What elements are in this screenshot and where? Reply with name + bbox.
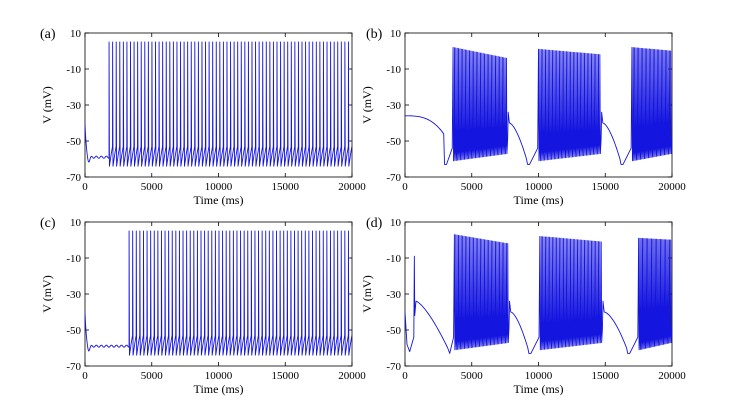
y-axis-label: V (mV) xyxy=(40,86,54,123)
x-tick-label: 15000 xyxy=(272,370,300,382)
y-tick-label: -50 xyxy=(66,136,81,148)
panel-a: 0 5000 10000 15000 20000 10 -10 -30 -50 -70 Time (… xyxy=(40,27,366,207)
y-tick-label: -50 xyxy=(386,325,401,337)
y-tick-label: -10 xyxy=(66,64,81,76)
panel-c: 0 5000 10000 15000 20000 10 -10 -30 -50 -70 Time (… xyxy=(40,216,366,396)
panel-label: (c) xyxy=(40,216,56,231)
plot-frame xyxy=(404,221,673,367)
y-tick-label: -50 xyxy=(386,136,401,148)
y-tick-label: -30 xyxy=(66,100,81,112)
x-tick-label: 20000 xyxy=(658,370,686,382)
x-axis-label: Time (ms) xyxy=(514,382,564,396)
y-tick-label: 10 xyxy=(70,28,82,40)
x-tick-label: 20000 xyxy=(658,181,686,193)
x-tick-label: 15000 xyxy=(272,181,300,193)
x-axis-label: Time (ms) xyxy=(194,193,244,207)
panel-label: (b) xyxy=(366,27,383,42)
x-tick-label: 0 xyxy=(402,181,408,193)
voltage-trace xyxy=(85,230,352,356)
x-tick-label: 15000 xyxy=(592,181,620,193)
y-tick-label: -70 xyxy=(66,172,81,184)
x-tick-label: 10000 xyxy=(205,181,233,193)
y-tick-label: -30 xyxy=(386,100,401,112)
y-tick-label: -70 xyxy=(386,172,401,184)
y-tick-label: -10 xyxy=(66,253,81,265)
panel-d: 0 5000 10000 15000 20000 10 -10 -30 -50 -70 Time (… xyxy=(360,216,686,396)
x-tick-label: 5000 xyxy=(141,181,164,193)
y-tick-label: -30 xyxy=(386,289,401,301)
y-tick-label: 10 xyxy=(390,28,402,40)
y-axis-label: V (mV) xyxy=(40,275,54,312)
y-axis-label: V (mV) xyxy=(360,275,374,312)
y-tick-label: -30 xyxy=(66,289,81,301)
panel-label: (d) xyxy=(366,216,383,231)
x-tick-label: 5000 xyxy=(461,181,484,193)
x-tick-label: 5000 xyxy=(141,370,164,382)
x-tick-label: 0 xyxy=(402,370,408,382)
x-tick-label: 15000 xyxy=(592,370,620,382)
voltage-trace xyxy=(405,234,672,354)
y-tick-label: 10 xyxy=(390,217,402,229)
x-tick-label: 0 xyxy=(82,370,88,382)
panel-label: (a) xyxy=(40,27,56,42)
x-tick-label: 10000 xyxy=(525,370,553,382)
y-axis-label: V (mV) xyxy=(360,86,374,123)
y-tick-label: -70 xyxy=(386,361,401,373)
y-tick-label: -50 xyxy=(66,325,81,337)
panel-b: 0 5000 10000 15000 20000 10 -10 -30 -50 -70 Time (… xyxy=(360,27,686,207)
x-tick-label: 20000 xyxy=(338,370,366,382)
x-axis-label: Time (ms) xyxy=(514,193,564,207)
x-tick-label: 10000 xyxy=(525,181,553,193)
x-tick-label: 10000 xyxy=(205,370,233,382)
x-tick-label: 20000 xyxy=(338,181,366,193)
x-axis-label: Time (ms) xyxy=(194,382,244,396)
voltage-trace xyxy=(85,41,352,167)
y-tick-label: -10 xyxy=(386,64,401,76)
x-tick-label: 5000 xyxy=(461,370,484,382)
y-tick-label: -70 xyxy=(66,361,81,373)
voltage-trace xyxy=(405,46,672,165)
y-tick-label: -10 xyxy=(386,253,401,265)
y-tick-label: 10 xyxy=(70,217,82,229)
x-tick-label: 0 xyxy=(82,181,88,193)
